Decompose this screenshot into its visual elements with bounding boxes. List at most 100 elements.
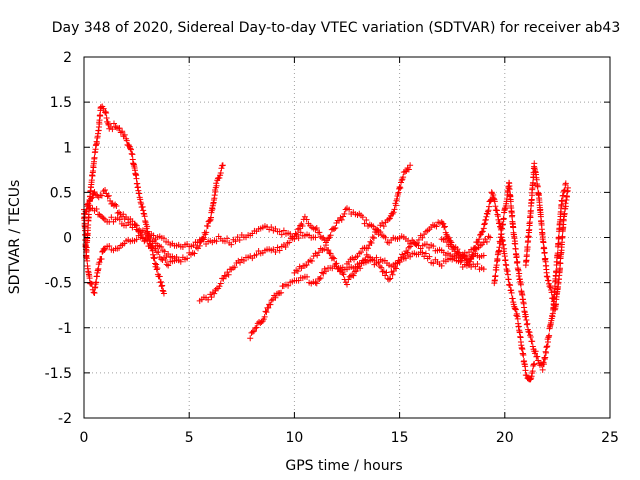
data-point	[316, 276, 323, 283]
data-point	[543, 273, 550, 280]
data-point	[389, 271, 396, 278]
data-point	[395, 190, 402, 197]
data-point	[564, 184, 571, 191]
data-point	[110, 120, 117, 127]
data-point	[479, 228, 486, 235]
x-tick-label: 20	[496, 430, 514, 446]
data-point	[523, 317, 530, 324]
data-point	[321, 246, 328, 253]
data-point	[433, 223, 440, 230]
data-point	[131, 222, 138, 229]
data-point	[395, 189, 402, 196]
data-point	[482, 216, 489, 223]
y-tick-label: -2	[58, 411, 72, 427]
data-point	[107, 197, 114, 204]
data-point	[228, 241, 235, 248]
data-point	[312, 279, 319, 286]
data-point	[541, 249, 548, 256]
data-point	[529, 368, 536, 375]
data-point	[544, 343, 551, 350]
data-point	[322, 242, 329, 249]
data-point	[327, 232, 334, 239]
data-point	[508, 287, 515, 294]
data-point	[153, 266, 160, 273]
data-point	[208, 294, 215, 301]
data-point	[373, 254, 380, 261]
data-point	[496, 244, 503, 251]
data-point	[540, 361, 547, 368]
data-point	[291, 236, 298, 243]
data-point	[158, 243, 165, 250]
series-arc-7	[291, 242, 487, 288]
data-point	[329, 254, 336, 261]
data-point	[162, 256, 169, 263]
data-point	[443, 239, 450, 246]
data-point	[546, 332, 553, 339]
data-point	[509, 212, 516, 219]
data-point	[106, 243, 113, 250]
y-tick-label: -0.5	[45, 276, 72, 292]
data-point	[121, 131, 128, 138]
data-point	[494, 213, 501, 220]
data-point	[125, 142, 132, 149]
data-point	[313, 280, 320, 287]
data-point	[232, 238, 239, 245]
data-point	[236, 236, 243, 243]
data-point	[123, 137, 130, 144]
data-point	[390, 209, 397, 216]
data-point	[97, 113, 104, 120]
data-point	[524, 320, 531, 327]
data-point	[292, 230, 299, 237]
data-point	[177, 258, 184, 265]
data-point	[362, 256, 369, 263]
data-point	[487, 197, 494, 204]
data-point	[92, 191, 99, 198]
data-point	[379, 220, 386, 227]
data-point	[529, 343, 536, 350]
data-point	[346, 206, 353, 213]
data-point	[475, 239, 482, 246]
series-arc-11	[522, 160, 571, 313]
data-point	[216, 174, 223, 181]
data-point	[527, 333, 534, 340]
data-point	[529, 338, 536, 345]
data-point	[460, 252, 467, 259]
data-point	[485, 207, 492, 214]
data-point	[523, 372, 530, 379]
chart-points	[81, 103, 571, 383]
data-point	[350, 272, 357, 279]
data-point	[165, 250, 172, 257]
data-point	[338, 216, 345, 223]
data-point	[480, 239, 487, 246]
data-point	[338, 267, 345, 274]
data-point	[407, 243, 414, 250]
data-point	[221, 272, 228, 279]
data-point	[515, 267, 522, 274]
data-point	[562, 203, 569, 210]
data-point	[133, 236, 140, 243]
data-point	[219, 162, 226, 169]
data-point	[285, 282, 292, 289]
data-point	[471, 246, 478, 253]
x-tick-label: 10	[285, 430, 303, 446]
x-tick-label: 15	[391, 430, 409, 446]
data-point	[159, 287, 166, 294]
data-point	[339, 270, 346, 277]
data-point	[99, 214, 106, 221]
data-point	[441, 224, 448, 231]
data-point	[380, 223, 387, 230]
data-point	[386, 216, 393, 223]
data-point	[262, 308, 269, 315]
data-point	[263, 309, 270, 316]
data-point	[405, 244, 412, 251]
data-point	[224, 235, 231, 242]
data-point	[534, 183, 541, 190]
data-point	[105, 192, 112, 199]
data-point	[379, 268, 386, 275]
data-point	[398, 177, 405, 184]
data-point	[508, 289, 515, 296]
data-point	[548, 289, 555, 296]
data-point	[399, 251, 406, 258]
x-axis: 0 5 10 15 20 25	[80, 57, 619, 446]
data-point	[545, 277, 552, 284]
